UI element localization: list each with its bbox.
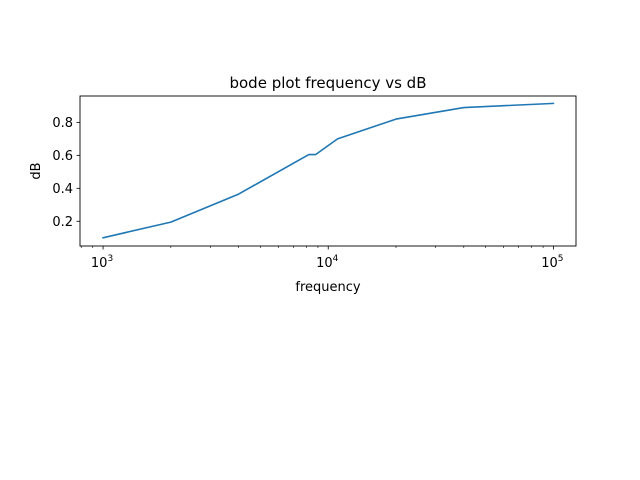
x-axis-title: frequency [295, 280, 361, 295]
y-tick-label: 0.4 [52, 182, 73, 197]
plot-area: 103 104 105 0.2 0.4 0.6 0.8 [52, 95, 577, 271]
y-tick-label: 0.8 [52, 116, 73, 131]
axes-frame [79, 95, 577, 247]
x-tick-label: 104 [316, 254, 339, 271]
x-tick-label: 103 [91, 254, 113, 271]
y-axis-title: dB [29, 162, 44, 179]
y-tick-label: 0.6 [52, 149, 73, 164]
x-tick-label: 105 [541, 254, 563, 271]
x-axis-ticks: 103 104 105 [91, 246, 564, 271]
y-axis-ticks: 0.2 0.4 0.6 0.8 [52, 116, 80, 230]
chart-title: bode plot frequency vs dB [229, 74, 426, 92]
y-tick-label: 0.2 [52, 215, 73, 230]
series-line [102, 102, 555, 239]
